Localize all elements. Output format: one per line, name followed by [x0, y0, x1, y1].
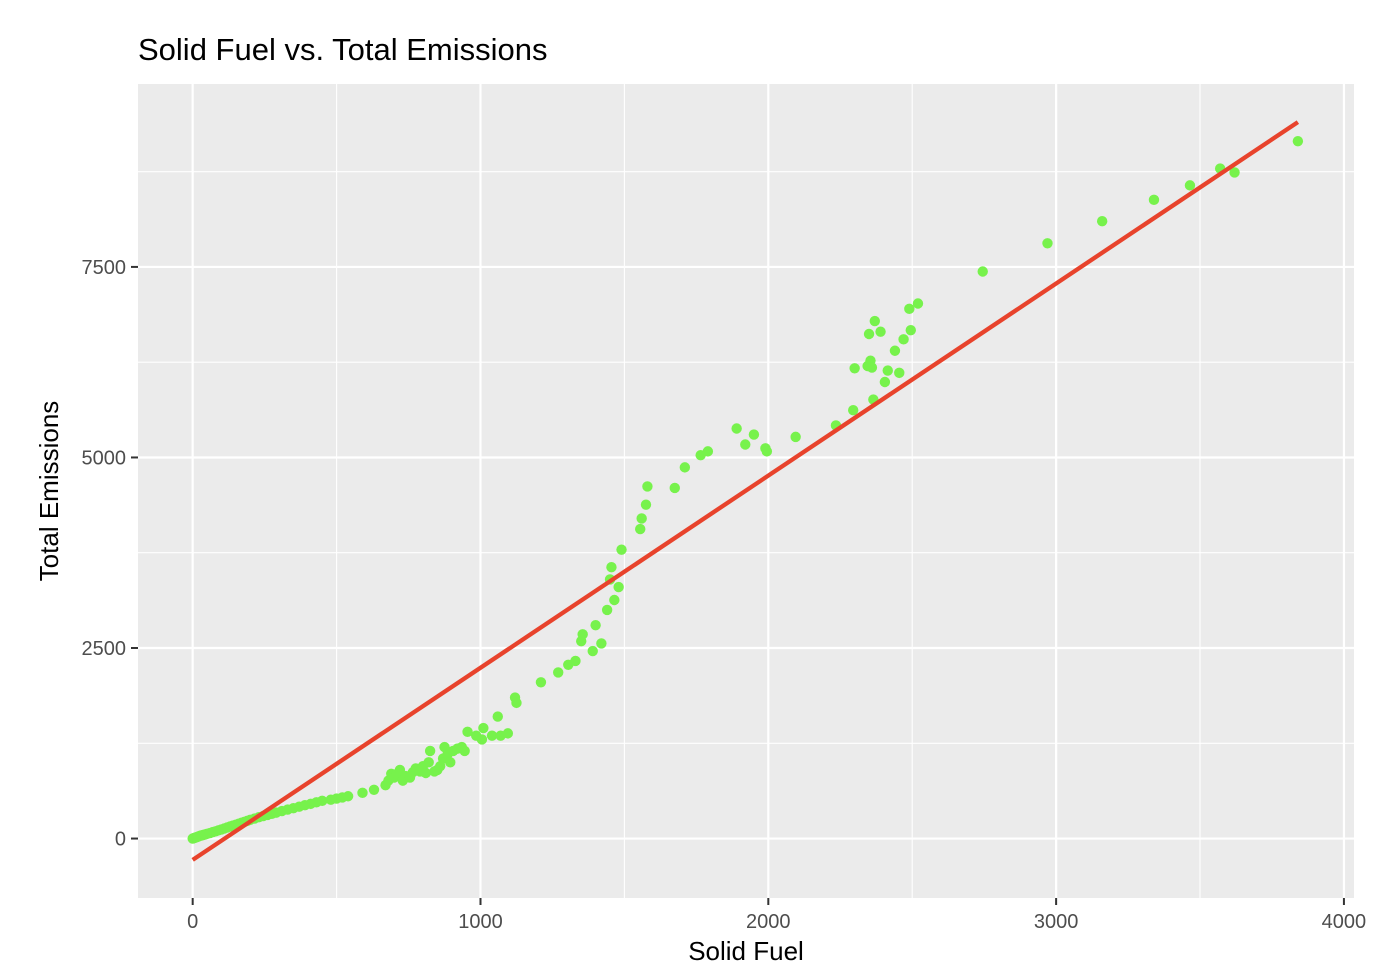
data-point	[761, 446, 773, 457]
data-point	[894, 367, 905, 379]
data-point	[316, 795, 328, 807]
chart-title: Solid Fuel vs. Total Emissions	[138, 32, 547, 67]
data-point	[459, 745, 470, 757]
data-point	[424, 745, 436, 757]
data-point	[912, 298, 924, 309]
y-tick-label: 5000	[82, 447, 127, 469]
x-tick-label: 2000	[746, 911, 791, 933]
data-point	[462, 726, 473, 738]
x-tick-label: 1000	[458, 911, 503, 933]
data-point	[606, 562, 617, 573]
data-point	[1096, 215, 1108, 227]
x-tick-label: 4000	[1322, 911, 1367, 933]
y-tick-label: 7500	[82, 257, 127, 279]
x-tick-label: 0	[187, 911, 198, 933]
major-gridlines	[138, 84, 1354, 898]
data-point	[904, 303, 915, 315]
data-point	[502, 728, 514, 739]
data-point	[535, 677, 547, 688]
data-point	[679, 462, 691, 473]
data-point	[635, 523, 646, 535]
data-point	[740, 439, 751, 450]
data-point	[476, 734, 488, 745]
data-point	[511, 697, 522, 709]
data-point	[636, 513, 647, 524]
regression-line	[191, 120, 1300, 862]
data-point	[863, 328, 875, 340]
data-point	[445, 757, 456, 768]
data-point	[596, 638, 607, 649]
data-point	[342, 791, 354, 802]
data-point	[640, 499, 652, 510]
data-point	[748, 429, 760, 440]
data-point	[669, 482, 680, 494]
data-point	[368, 784, 380, 795]
data-point	[848, 405, 859, 416]
data-point	[1042, 238, 1053, 249]
y-tick-label: 0	[115, 829, 126, 851]
y-axis-title: Total Emissions	[34, 401, 64, 582]
data-point	[601, 604, 613, 616]
data-point	[875, 326, 886, 337]
data-point	[577, 629, 588, 640]
data-point	[1148, 194, 1160, 206]
x-axis-ticks: 0 1000 2000 3000 4000	[187, 898, 1366, 933]
data-point	[1184, 180, 1196, 191]
y-axis-ticks: 0 2500 5000 7500	[82, 257, 138, 851]
minor-gridlines	[138, 84, 1354, 898]
data-point	[590, 619, 601, 631]
data-point	[570, 655, 581, 667]
data-point	[423, 757, 434, 768]
data-point	[357, 787, 368, 799]
data-point	[587, 645, 598, 657]
data-point	[879, 376, 891, 388]
data-point	[609, 594, 620, 606]
data-point	[492, 711, 503, 722]
y-tick-label: 2500	[82, 638, 127, 660]
data-point	[1229, 167, 1240, 178]
data-point	[790, 431, 801, 443]
data-point	[869, 315, 880, 327]
data-point	[1292, 135, 1304, 147]
data-point	[702, 446, 714, 457]
data-point	[849, 363, 860, 374]
data-point	[977, 266, 988, 277]
data-point	[882, 365, 893, 376]
x-axis-title: Solid Fuel	[688, 936, 804, 966]
data-point	[898, 334, 909, 345]
data-point	[889, 345, 901, 356]
data-point	[478, 722, 489, 734]
data-point	[731, 423, 742, 434]
x-tick-label: 3000	[1034, 911, 1079, 933]
data-point	[616, 544, 627, 555]
data-point	[905, 324, 916, 336]
data-point	[642, 481, 653, 492]
data-point	[613, 581, 624, 593]
data-point	[866, 362, 878, 373]
data-point	[553, 667, 564, 678]
data-point	[420, 767, 432, 779]
data-point	[486, 730, 498, 741]
